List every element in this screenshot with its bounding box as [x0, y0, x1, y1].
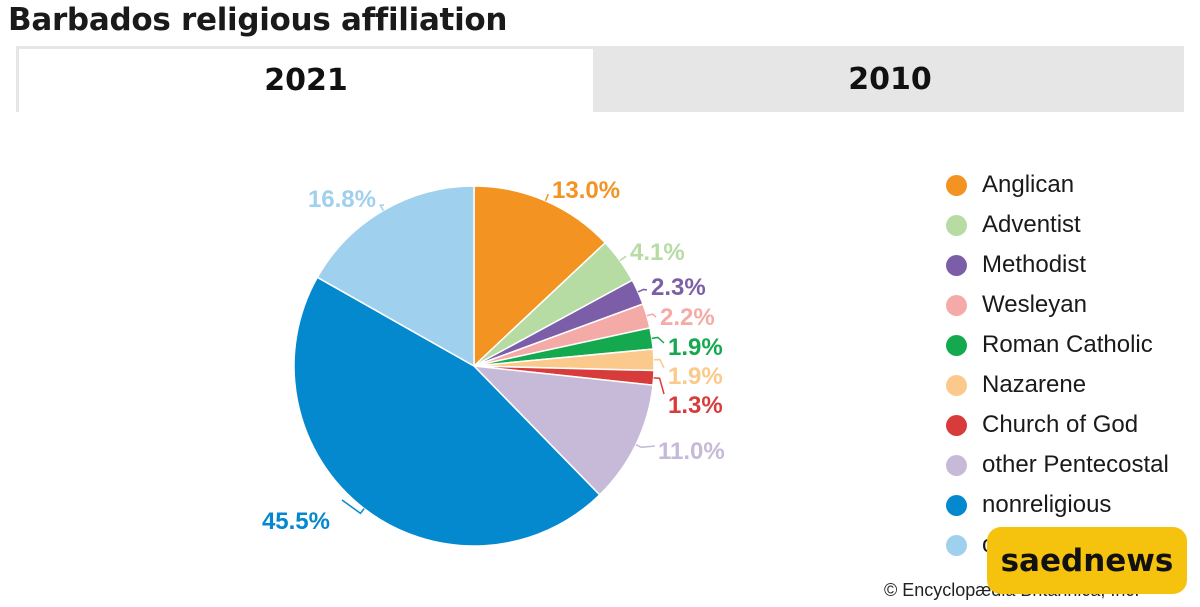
legend-label: Roman Catholic — [982, 331, 1153, 358]
year-tabs: 2021 2010 — [16, 46, 1184, 112]
leader-line-wesleyan — [646, 313, 657, 318]
legend-item-anglican: Anglican — [946, 165, 1074, 205]
chart-title: Barbados religious affiliation — [8, 2, 508, 38]
legend-swatch — [946, 414, 967, 436]
legend-label: nonreligious — [982, 491, 1112, 518]
legend-swatch — [946, 374, 967, 396]
data-label-nazarene: 1.9% — [668, 363, 723, 390]
legend-swatch — [946, 494, 967, 516]
legend-item-roman-catholic: Roman Catholic — [946, 325, 1153, 365]
leader-line-church-of-god — [653, 377, 665, 395]
legend-label: other Pentecostal — [982, 451, 1169, 478]
leader-line-nazarene — [653, 358, 665, 369]
legend-label: Anglican — [982, 171, 1075, 198]
data-label-nonreligious: 45.5% — [262, 508, 330, 535]
legend-swatch — [946, 334, 967, 356]
legend-swatch — [946, 174, 967, 196]
legend-swatch — [946, 254, 967, 276]
leader-line-adventist — [619, 255, 627, 262]
leader-line-nonreligious — [341, 499, 365, 515]
data-label-other: 16.8% — [308, 186, 376, 213]
data-label-methodist: 2.3% — [651, 274, 706, 301]
leader-line-other — [379, 204, 385, 211]
leader-line-anglican — [544, 193, 549, 202]
data-label-church-of-god: 1.3% — [668, 392, 723, 419]
legend-swatch — [946, 214, 967, 236]
legend-item-adventist: Adventist — [946, 205, 1081, 245]
legend-label: Church of God — [982, 411, 1139, 438]
leader-line-methodist — [637, 288, 648, 293]
legend-label: Wesleyan — [982, 291, 1087, 318]
watermark-badge: saednews — [987, 527, 1187, 594]
data-label-adventist: 4.1% — [630, 239, 685, 266]
pie-slice-other — [316, 185, 475, 368]
legend-item-wesleyan: Wesleyan — [946, 285, 1087, 325]
legend-item-methodist: Methodist — [946, 245, 1086, 285]
legend-item-other-pentecostal: other Pentecostal — [946, 445, 1169, 485]
legend-item-nazarene: Nazarene — [946, 365, 1086, 405]
legend-label: Methodist — [982, 251, 1087, 278]
data-label-roman-catholic: 1.9% — [668, 334, 723, 361]
tab-2010[interactable]: 2010 — [596, 46, 1184, 112]
data-label-wesleyan: 2.2% — [660, 304, 715, 331]
legend-swatch — [946, 534, 967, 556]
data-label-other-pentecostal: 11.0% — [658, 438, 725, 465]
legend-item-nonreligious: nonreligious — [946, 485, 1111, 525]
pie-slice-nonreligious — [293, 276, 601, 547]
leader-line-other-pentecostal — [635, 444, 656, 449]
legend-swatch — [946, 294, 967, 316]
legend-item-church-of-god: Church of God — [946, 405, 1138, 445]
pie-slice-anglican — [473, 185, 607, 368]
tab-2021[interactable]: 2021 — [16, 46, 596, 112]
legend-label: Nazarene — [982, 371, 1087, 398]
legend-swatch — [946, 454, 967, 476]
data-label-anglican: 13.0% — [552, 177, 620, 204]
legend-label: Adventist — [982, 211, 1081, 238]
leader-line-roman-catholic — [651, 336, 665, 344]
